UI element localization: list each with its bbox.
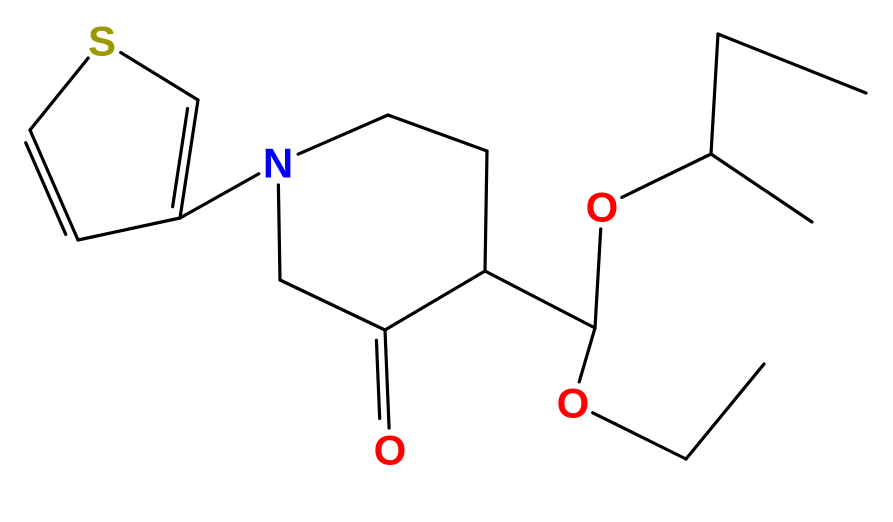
bond [121,53,198,100]
bond [376,340,379,418]
bond [485,151,487,271]
bond [388,115,487,151]
atom-label-s: S [88,18,116,65]
bond [180,100,198,218]
bond [30,130,78,240]
bond [711,154,812,222]
atom-label-o: O [586,184,619,231]
bond [711,34,718,154]
bond [686,364,764,459]
bond [180,174,259,218]
bond [278,185,280,280]
bond [385,271,485,330]
bond [298,115,388,154]
bond [26,143,66,235]
bond [595,229,601,328]
bond [622,154,711,197]
bond [579,328,595,382]
bond [593,413,686,459]
bond [280,280,385,330]
chemical-structure-diagram: S N O O O [0,0,893,522]
atom-label-o: O [374,427,407,474]
bond [385,330,389,428]
bond [718,34,866,93]
atom-label-o: O [557,380,590,427]
bond [78,218,180,240]
atom-label-n: N [263,140,293,187]
bond [485,271,595,328]
bond [30,58,88,130]
